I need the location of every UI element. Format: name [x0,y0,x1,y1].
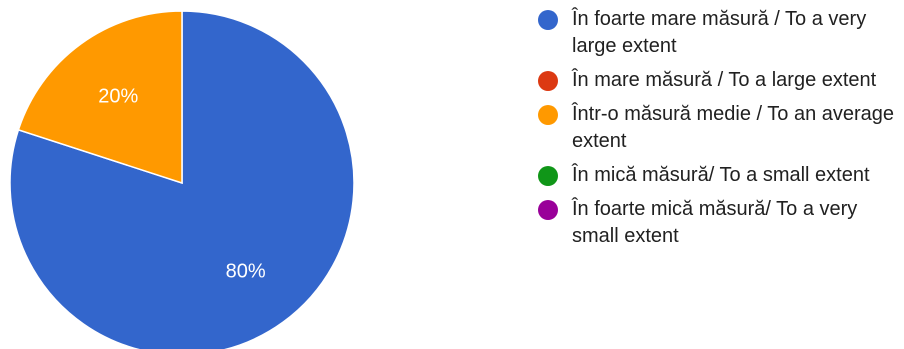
legend-label: Într-o măsură medie / To an average exte… [572,103,895,152]
legend-label: În foarte mare măsură / To a very large … [572,8,867,57]
pie-slice-2 [17,10,183,185]
legend-dot-icon [538,10,558,30]
legend-item-4: În foarte mică măsură/ To a very small e… [538,196,904,250]
legend-dot-icon [538,200,558,220]
pie-chart: 80% 20% [9,10,355,349]
slice-label-2: 20% [98,85,138,107]
legend-dot-icon [538,166,558,186]
legend-label: În mică măsură/ To a small extent [572,164,870,186]
slice-label-0: 80% [226,261,266,283]
legend-item-0: În foarte mare măsură / To a very large … [538,6,904,60]
legend-dot-icon [538,105,558,125]
legend-item-3: În mică măsură/ To a small extent [538,162,904,189]
legend-dot-icon [538,71,558,91]
legend-item-2: Într-o măsură medie / To an average exte… [538,101,904,155]
legend-item-1: În mare măsură / To a large extent [538,67,904,94]
legend-label: În mare măsură / To a large extent [572,69,877,91]
legend-label: În foarte mică măsură/ To a very small e… [572,198,858,247]
legend: În foarte mare măsură / To a very large … [538,6,904,257]
